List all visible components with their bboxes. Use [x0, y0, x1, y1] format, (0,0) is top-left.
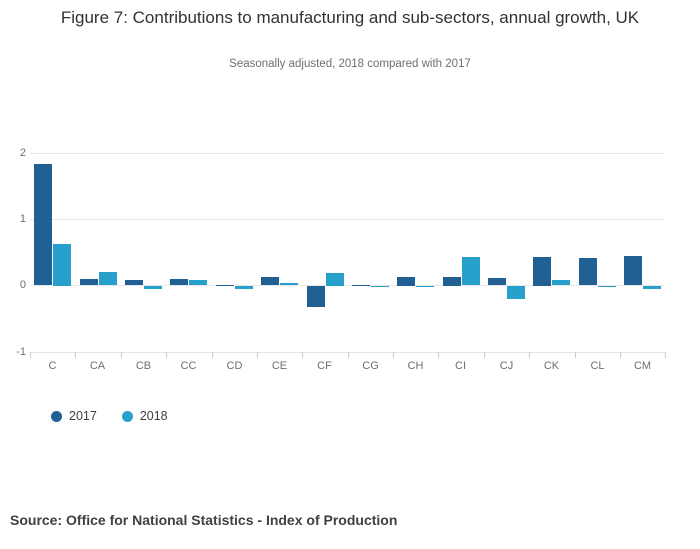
chart-subtitle: Seasonally adjusted, 2018 compared with …	[229, 58, 471, 70]
bar-2017-CB[interactable]	[125, 280, 143, 285]
x-axis-label-C: C	[48, 360, 57, 372]
x-axis-label-CD: CD	[226, 360, 243, 372]
bar-2017-CL[interactable]	[579, 258, 597, 285]
bar-2017-CG[interactable]	[352, 285, 370, 286]
bar-2018-C[interactable]	[53, 244, 71, 286]
bar-2017-CC[interactable]	[170, 279, 188, 285]
legend-item-2018[interactable]: 2018	[121, 409, 168, 423]
x-axis-tick	[302, 352, 303, 358]
bar-2018-CJ[interactable]	[507, 286, 525, 299]
legend-item-2017[interactable]: 2017	[51, 409, 97, 423]
x-axis-label-CC: CC	[180, 360, 197, 372]
bar-2017-CI[interactable]	[443, 277, 461, 286]
x-axis-tick	[529, 352, 530, 358]
y-axis-label-1: 1	[19, 213, 26, 225]
y-axis-label-2: 2	[19, 147, 26, 159]
bar-2017-CF[interactable]	[307, 286, 325, 307]
x-axis-label-CH: CH	[407, 360, 424, 372]
bar-2018-CB[interactable]	[144, 286, 162, 289]
legend-marker-2018-icon	[121, 410, 133, 422]
bar-2017-CH[interactable]	[397, 277, 415, 286]
bar-2018-CA[interactable]	[99, 272, 117, 285]
bar-2017-CM[interactable]	[624, 256, 642, 285]
bar-2017-CD[interactable]	[216, 285, 234, 286]
chart-title: Figure 7: Contributions to manufacturing…	[60, 8, 640, 27]
bar-2017-CK[interactable]	[533, 257, 551, 286]
x-axis-label-CF: CF	[317, 360, 332, 372]
bar-2018-CC[interactable]	[189, 280, 207, 285]
chart-legend: 2017 2018	[51, 409, 168, 423]
x-axis-tick	[665, 352, 666, 358]
x-axis-label-CA: CA	[89, 360, 106, 372]
x-axis-label-CE: CE	[271, 360, 288, 372]
x-axis-tick	[438, 352, 439, 358]
x-axis-tick	[575, 352, 576, 358]
x-axis-tick	[212, 352, 213, 358]
x-axis-label-CK: CK	[543, 360, 560, 372]
gridline-y-1	[30, 219, 666, 220]
y-axis-label--1: -1	[16, 346, 26, 358]
x-axis-tick	[257, 352, 258, 358]
source-caption: Source: Office for National Statistics -…	[10, 512, 398, 528]
legend-marker-2017-icon	[51, 410, 62, 422]
x-axis-label-CG: CG	[362, 360, 379, 372]
x-axis-tick	[75, 352, 76, 358]
bar-2017-CJ[interactable]	[488, 278, 506, 285]
gridline-y-0	[30, 285, 666, 286]
x-axis-tick	[166, 352, 167, 358]
bar-2018-CD[interactable]	[235, 286, 253, 289]
x-axis-label-CM: CM	[633, 360, 652, 372]
bar-2017-C[interactable]	[34, 164, 52, 285]
x-axis-tick	[348, 352, 349, 358]
bar-2018-CF[interactable]	[326, 273, 344, 286]
x-axis-tick	[121, 352, 122, 358]
bar-2017-CA[interactable]	[80, 279, 98, 285]
gridline-y--1	[30, 352, 666, 353]
x-axis-tick	[30, 352, 31, 358]
bar-2018-CK[interactable]	[552, 280, 570, 285]
x-axis-label-CI: CI	[455, 360, 466, 372]
x-axis-label-CL: CL	[590, 360, 605, 372]
bar-2018-CL[interactable]	[598, 286, 616, 287]
x-axis-label-CB: CB	[135, 360, 152, 372]
bar-2018-CM[interactable]	[643, 286, 661, 289]
bar-2018-CE[interactable]	[280, 283, 298, 285]
x-axis-tick	[620, 352, 621, 358]
x-axis-label-CJ: CJ	[499, 360, 514, 372]
x-axis-tick	[484, 352, 485, 358]
legend-label-2018: 2018	[139, 409, 168, 423]
bar-2018-CG[interactable]	[371, 286, 389, 287]
gridline-y-2	[30, 153, 666, 154]
bar-2018-CI[interactable]	[462, 257, 480, 285]
legend-label-2017: 2017	[69, 409, 97, 423]
y-axis-label-0: 0	[19, 279, 26, 291]
x-axis-tick	[393, 352, 394, 358]
bar-2017-CE[interactable]	[261, 277, 279, 285]
bar-2018-CH[interactable]	[416, 286, 434, 287]
